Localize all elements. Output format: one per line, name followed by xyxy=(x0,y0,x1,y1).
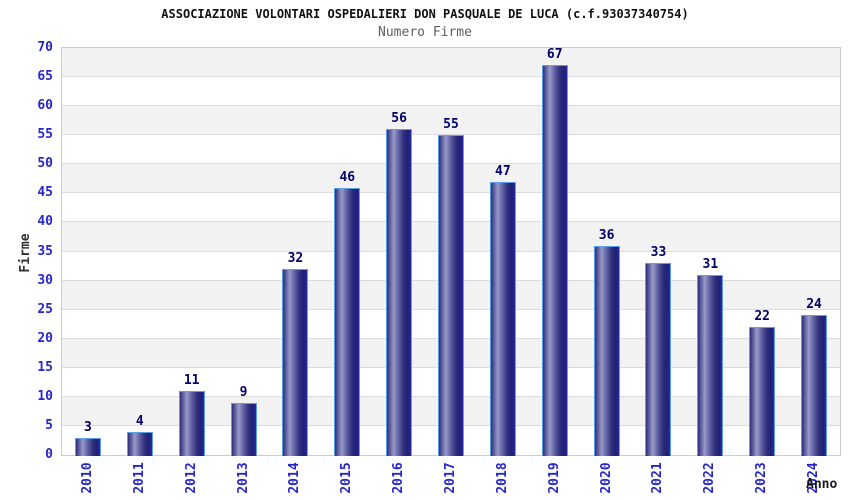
y-tick-label: 25 xyxy=(37,301,53,317)
bar xyxy=(334,188,360,456)
y-tick-label: 45 xyxy=(37,185,53,201)
bar xyxy=(645,263,671,456)
gridline xyxy=(62,105,840,107)
y-tick-label: 65 xyxy=(37,69,53,85)
y-tick-label: 30 xyxy=(37,272,53,288)
bar xyxy=(282,269,308,456)
bar-value-label: 46 xyxy=(339,170,356,185)
bar-value-label: 4 xyxy=(135,414,144,429)
bar xyxy=(438,135,464,456)
y-tick-label: 20 xyxy=(37,330,53,346)
x-tick-label: 2014 xyxy=(287,462,303,494)
x-tick-label: 2012 xyxy=(183,462,199,494)
bar-value-label: 33 xyxy=(650,245,667,260)
bar xyxy=(386,129,412,456)
bar-value-label: 31 xyxy=(702,257,719,272)
x-tick-label: 2017 xyxy=(443,462,458,494)
bar-value-label: 67 xyxy=(546,47,563,62)
bar-value-label: 47 xyxy=(495,164,511,179)
y-tick-label: 5 xyxy=(45,417,53,433)
y-tick-label: 50 xyxy=(37,156,53,172)
bar xyxy=(697,275,723,456)
bar-value-label: 32 xyxy=(287,251,304,266)
y-tick-label: 70 xyxy=(37,40,53,55)
x-tick-label: 2019 xyxy=(546,462,562,494)
x-tick-label: 2021 xyxy=(650,462,666,494)
grid-band xyxy=(62,106,840,136)
chart-title: ASSOCIAZIONE VOLONTARI OSPEDALIERI DON P… xyxy=(161,7,689,21)
x-tick-label: 2011 xyxy=(131,462,147,494)
x-tick-label: 2016 xyxy=(391,462,407,494)
bar xyxy=(801,315,827,456)
bar xyxy=(231,403,257,456)
y-tick-label: 60 xyxy=(37,98,53,114)
y-tick-label: 15 xyxy=(37,359,53,375)
x-tick-label: 2010 xyxy=(79,462,95,494)
y-tick-label: 55 xyxy=(37,127,53,143)
x-tick-label: 2023 xyxy=(754,462,770,494)
y-tick-label: 10 xyxy=(37,388,53,404)
gridline xyxy=(62,134,840,136)
y-tick-label: 0 xyxy=(45,447,53,462)
x-tick-label: 2013 xyxy=(235,462,251,494)
bar xyxy=(749,327,775,456)
bar xyxy=(490,182,516,456)
bar xyxy=(75,438,101,456)
bar-value-label: 22 xyxy=(754,309,771,324)
y-tick-label: 35 xyxy=(37,243,53,259)
chart-subtitle: Numero Firme xyxy=(378,25,472,40)
bar-value-label: 9 xyxy=(239,385,248,400)
x-tick-label: 2020 xyxy=(598,462,614,494)
bar xyxy=(179,391,205,456)
x-tick-label: 2018 xyxy=(494,462,510,494)
x-tick-label: 2022 xyxy=(702,462,718,494)
grid-band xyxy=(62,77,840,107)
grid-band xyxy=(62,48,840,78)
bar-value-label: 56 xyxy=(391,111,407,126)
gridline xyxy=(62,76,840,78)
x-tick-label: 2015 xyxy=(339,462,355,494)
bar xyxy=(542,65,568,456)
y-tick-label: 40 xyxy=(37,214,53,230)
bar xyxy=(127,432,153,456)
bar-value-label: 24 xyxy=(806,297,822,312)
bar-value-label: 36 xyxy=(598,228,615,243)
x-axis-title: Anno xyxy=(806,477,838,492)
bar-value-label: 55 xyxy=(443,117,459,132)
bar-value-label: 3 xyxy=(84,420,92,435)
bar-value-label: 11 xyxy=(183,373,200,388)
bar xyxy=(594,246,620,456)
